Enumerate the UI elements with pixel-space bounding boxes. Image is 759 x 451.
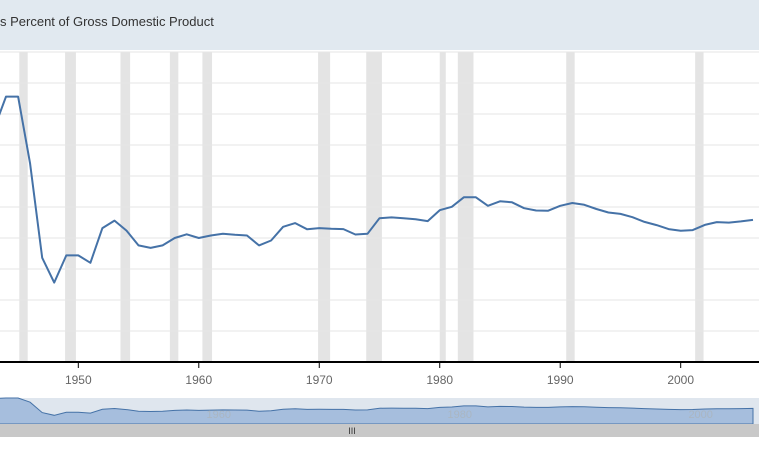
navigator-label-1980: 1980 bbox=[447, 409, 471, 421]
x-axis-ticks: 1950 1960 1970 1980 1990 2000 bbox=[65, 362, 694, 387]
x-tick-label-2000: 2000 bbox=[667, 373, 694, 387]
navigator-label-1960: 1960 bbox=[207, 409, 231, 421]
chart-title-bar: s Percent of Gross Domestic Product bbox=[0, 0, 759, 50]
series-line[interactable] bbox=[0, 95, 754, 284]
x-tick-label-1980: 1980 bbox=[426, 373, 453, 387]
x-tick-label-1990: 1990 bbox=[547, 373, 574, 387]
chart-title: s Percent of Gross Domestic Product bbox=[0, 14, 214, 29]
scrollbar-grip[interactable]: III bbox=[348, 426, 356, 436]
navigator-series bbox=[0, 397, 754, 425]
navigator-label-2000: 2000 bbox=[688, 409, 712, 421]
x-tick-label-1960: 1960 bbox=[185, 373, 212, 387]
x-tick-label-1950: 1950 bbox=[65, 373, 92, 387]
x-tick-label-1970: 1970 bbox=[306, 373, 333, 387]
navigator-scrollbar[interactable] bbox=[0, 424, 759, 437]
series-layer bbox=[0, 95, 754, 284]
navigator-labels: 1960 1980 2000 bbox=[207, 409, 713, 421]
navigator-area bbox=[0, 397, 754, 425]
grid-lines bbox=[0, 51, 759, 332]
